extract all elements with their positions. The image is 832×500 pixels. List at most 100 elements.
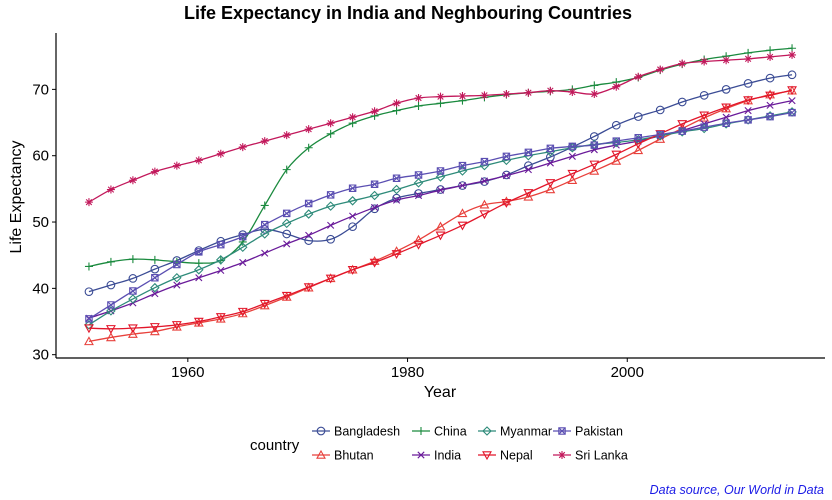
data-point xyxy=(501,196,512,206)
data-point xyxy=(655,105,665,115)
data-point xyxy=(546,159,554,167)
data-point xyxy=(260,220,269,229)
data-point xyxy=(151,273,159,282)
data-point xyxy=(304,236,314,245)
data-point xyxy=(457,166,468,176)
data-point xyxy=(612,137,621,145)
data-point xyxy=(259,229,270,239)
data-point xyxy=(326,119,335,128)
data-point xyxy=(127,328,138,338)
data-point xyxy=(172,161,181,170)
legend-label: Myanmar xyxy=(500,425,552,439)
series-nepal xyxy=(84,86,797,334)
data-point xyxy=(193,317,204,327)
data-point xyxy=(699,111,710,121)
y-tick-label: 30 xyxy=(32,347,49,364)
data-point xyxy=(788,97,796,105)
data-point xyxy=(524,88,533,97)
data-point xyxy=(480,157,489,166)
data-point xyxy=(414,171,423,179)
data-point xyxy=(633,145,644,155)
data-point xyxy=(84,324,94,334)
data-point xyxy=(259,300,270,310)
data-point xyxy=(699,112,710,122)
data-point xyxy=(282,229,292,239)
data-point xyxy=(85,315,93,323)
data-point xyxy=(106,306,116,316)
legend-item-myanmar: Myanmar xyxy=(478,425,552,439)
x-tick-label: 1960 xyxy=(171,364,204,381)
data-point xyxy=(237,307,248,317)
data-point xyxy=(558,427,566,435)
chart-title: Life Expectancy in India and Neghbouring… xyxy=(184,3,632,23)
data-point xyxy=(349,212,357,220)
legend-item-china: China xyxy=(412,425,467,439)
data-point xyxy=(765,91,776,101)
series-bhutan xyxy=(84,85,797,346)
data-point xyxy=(325,274,336,284)
data-point xyxy=(611,155,622,165)
data-point xyxy=(589,165,600,175)
data-point xyxy=(150,282,160,293)
data-point xyxy=(590,81,599,90)
data-point xyxy=(105,325,116,334)
data-point xyxy=(545,179,556,189)
data-point xyxy=(722,119,730,127)
data-point xyxy=(217,266,225,275)
data-point xyxy=(414,191,423,200)
data-point xyxy=(305,231,313,239)
data-point xyxy=(281,291,292,301)
data-point xyxy=(765,73,775,83)
legend-item-pakistan: Pakistan xyxy=(553,425,623,439)
data-point xyxy=(788,50,797,59)
data-point xyxy=(348,113,357,122)
data-point xyxy=(721,103,732,113)
data-point xyxy=(304,125,313,134)
data-point xyxy=(766,52,775,61)
data-point xyxy=(260,201,269,210)
legend: country Bangladesh Bhutan China India Myanma… xyxy=(250,425,628,463)
caption: Data source, Our World in Data xyxy=(650,483,824,497)
data-point xyxy=(677,97,687,107)
data-point xyxy=(151,290,159,298)
data-point xyxy=(316,449,326,459)
data-point xyxy=(568,152,576,160)
x-tick-label: 2000 xyxy=(611,364,644,381)
data-point xyxy=(348,184,357,192)
series-line xyxy=(88,47,793,268)
data-point xyxy=(391,250,402,259)
data-point xyxy=(326,191,335,199)
data-point xyxy=(369,190,380,201)
data-point xyxy=(413,234,424,244)
y-tick-label: 60 xyxy=(32,148,49,165)
data-point xyxy=(458,181,467,190)
data-point xyxy=(413,240,424,250)
data-point xyxy=(149,323,160,332)
data-point xyxy=(787,86,797,96)
data-point xyxy=(392,193,401,203)
data-point xyxy=(417,427,425,435)
data-point xyxy=(216,255,226,265)
data-point xyxy=(392,106,401,115)
data-point xyxy=(482,426,492,436)
data-point xyxy=(348,222,357,232)
data-point xyxy=(106,280,116,290)
data-point xyxy=(150,264,160,274)
data-point xyxy=(239,232,247,241)
data-point xyxy=(766,112,774,121)
legend-label: Sri Lanka xyxy=(575,449,628,463)
data-point xyxy=(546,144,555,153)
data-point xyxy=(106,257,115,266)
data-point xyxy=(260,137,269,146)
data-point xyxy=(107,301,115,309)
data-point xyxy=(369,256,380,265)
data-point xyxy=(327,221,335,229)
data-point xyxy=(127,324,138,334)
data-point xyxy=(590,90,599,99)
data-point xyxy=(787,70,797,80)
data-point xyxy=(568,88,577,97)
data-point xyxy=(458,92,467,101)
legend-item-india: India xyxy=(412,449,461,463)
legend-item-bangladesh: Bangladesh xyxy=(312,425,400,439)
